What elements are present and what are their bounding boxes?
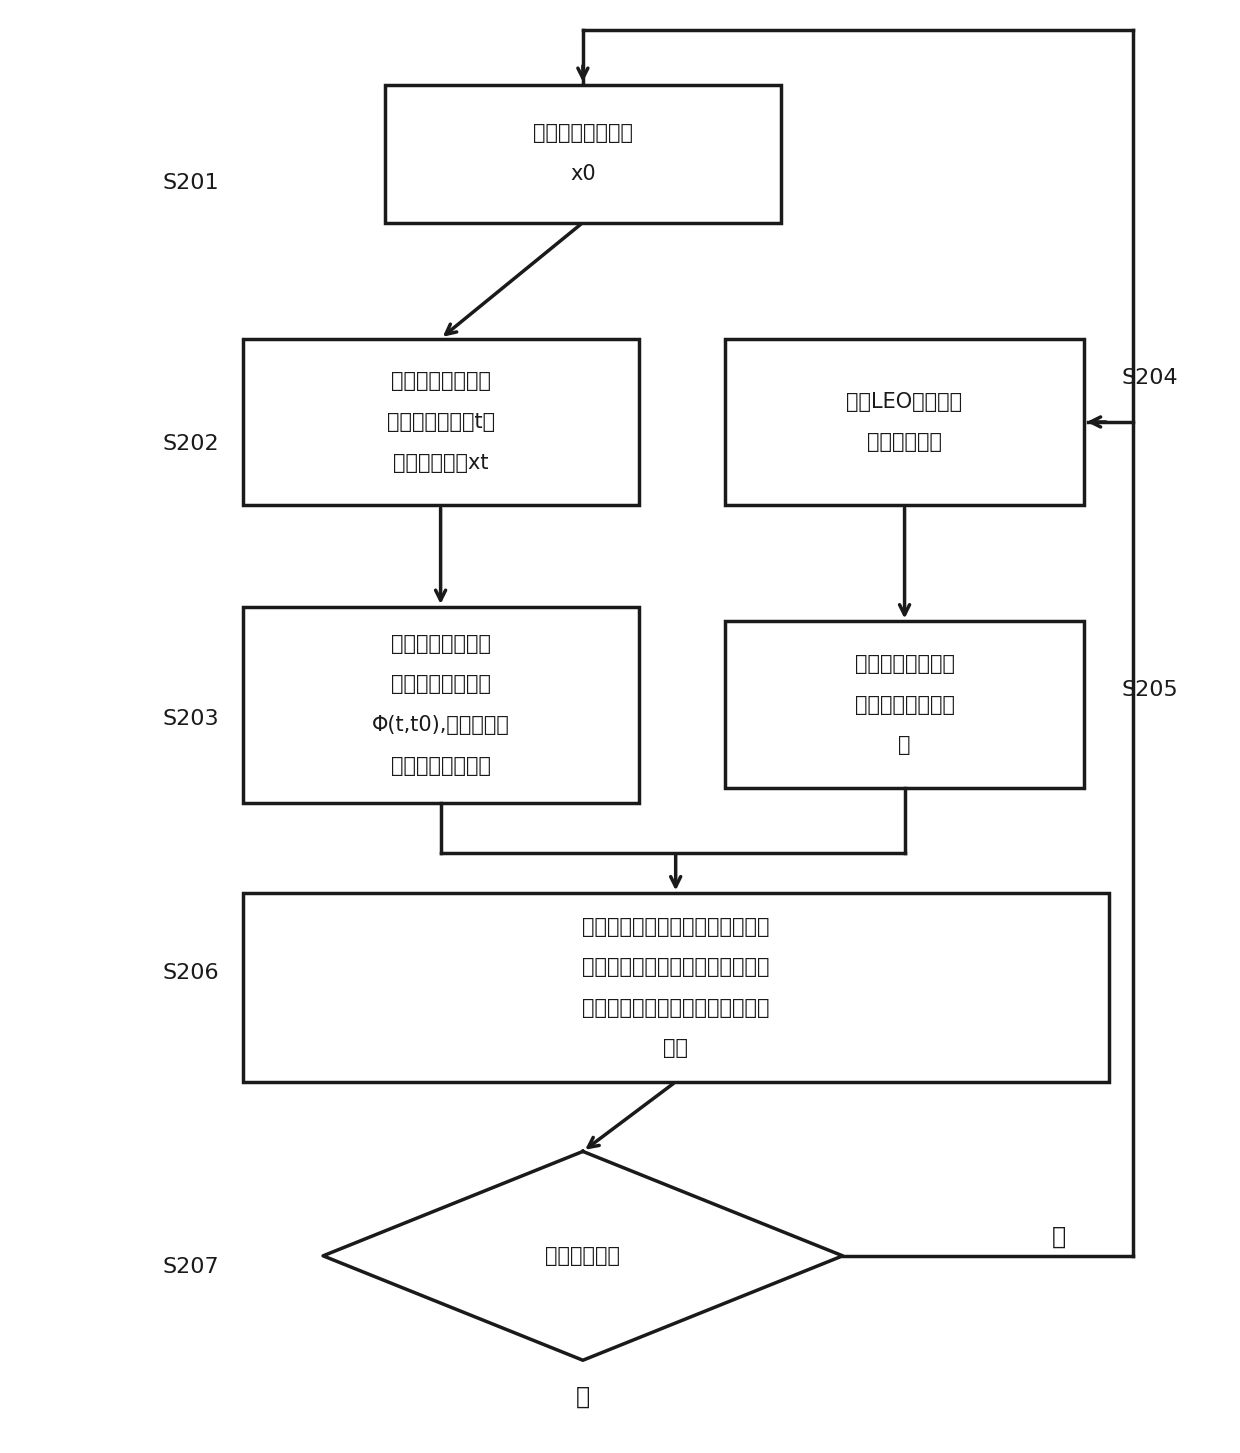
Bar xyxy=(384,84,781,222)
Text: 是: 是 xyxy=(575,1385,590,1408)
Polygon shape xyxy=(324,1151,843,1360)
Text: 将几何观测值线性: 将几何观测值线性 xyxy=(854,654,955,674)
Text: 方程联合放入卡尔曼滤波方程求解: 方程联合放入卡尔曼滤波方程求解 xyxy=(582,998,770,1019)
Text: 化，列几何观测方: 化，列几何观测方 xyxy=(854,695,955,715)
Bar xyxy=(725,622,1084,788)
Text: 输入LEO导航信号: 输入LEO导航信号 xyxy=(847,392,962,411)
Bar xyxy=(243,339,639,506)
Text: S203: S203 xyxy=(162,709,218,729)
Text: 否: 否 xyxy=(1053,1225,1066,1250)
Text: S205: S205 xyxy=(1121,680,1178,700)
Text: 的几何观测值: 的几何观测值 xyxy=(867,432,942,452)
Text: S202: S202 xyxy=(162,433,218,453)
Bar xyxy=(243,894,1109,1082)
Text: 获取初始轨道参数: 获取初始轨道参数 xyxy=(533,124,632,144)
Text: Φ(t,t0),更新滤波状: Φ(t,t0),更新滤波状 xyxy=(372,715,510,735)
Text: 行轨道积分得到t时: 行轨道积分得到t时 xyxy=(387,413,495,432)
Text: S204: S204 xyxy=(1121,369,1178,388)
Text: 根据动力学信息进: 根据动力学信息进 xyxy=(391,372,491,391)
Text: 利用变分方程积分: 利用变分方程积分 xyxy=(391,634,491,654)
Bar xyxy=(725,339,1084,506)
Text: 验后残差检验: 验后残差检验 xyxy=(546,1245,620,1266)
Text: 量和根据几何观测计算的线性观测: 量和根据几何观测计算的线性观测 xyxy=(582,958,770,978)
Text: x0: x0 xyxy=(570,164,595,185)
Text: S206: S206 xyxy=(162,963,218,984)
Text: 态方差协方差矩阵: 态方差协方差矩阵 xyxy=(391,756,491,776)
Text: 将根据动力学信息计算的时间更新: 将根据动力学信息计算的时间更新 xyxy=(582,917,770,937)
Text: 刻动力学轨道xt: 刻动力学轨道xt xyxy=(393,452,489,472)
Text: 求解状态转移矩阵: 求解状态转移矩阵 xyxy=(391,674,491,695)
Text: S207: S207 xyxy=(162,1257,218,1277)
Text: 轨道: 轨道 xyxy=(663,1039,688,1058)
Text: 程: 程 xyxy=(898,735,911,756)
Text: S201: S201 xyxy=(162,173,218,193)
Bar xyxy=(243,607,639,802)
